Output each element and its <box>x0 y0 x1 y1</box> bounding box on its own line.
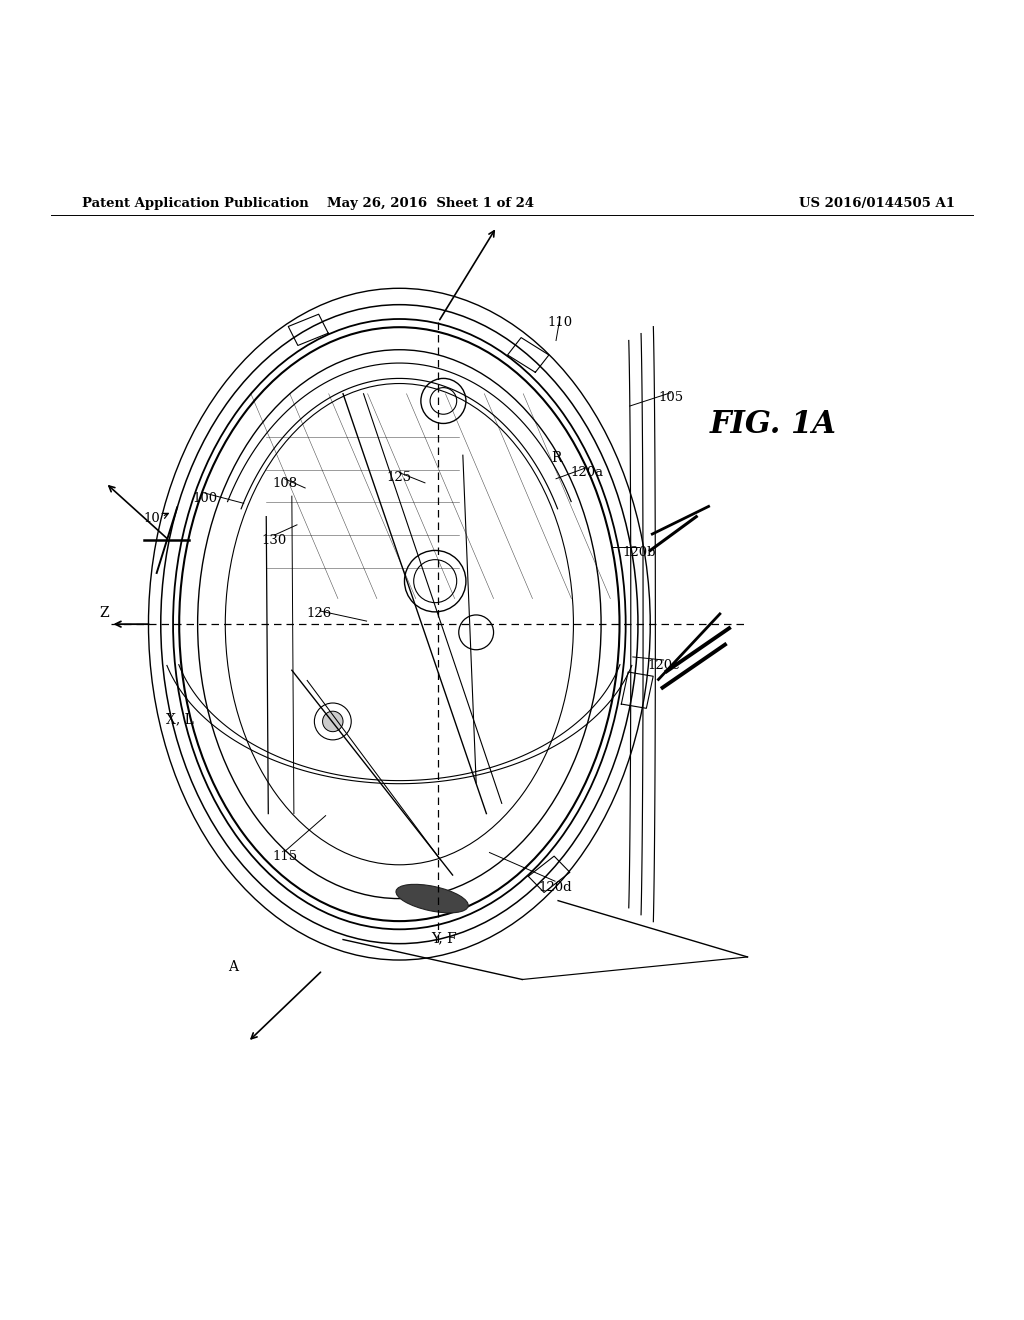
Text: Z: Z <box>99 606 110 620</box>
Ellipse shape <box>396 884 468 913</box>
Text: Patent Application Publication: Patent Application Publication <box>82 197 308 210</box>
Text: Y, F: Y, F <box>431 932 458 945</box>
Circle shape <box>323 711 343 731</box>
Text: FIG. 1A: FIG. 1A <box>710 409 837 440</box>
Text: 110: 110 <box>548 315 572 329</box>
Text: 105: 105 <box>658 391 683 404</box>
Text: 130: 130 <box>262 533 287 546</box>
Text: 108: 108 <box>272 478 297 490</box>
Text: R: R <box>551 451 561 465</box>
Text: 120c: 120c <box>647 659 680 672</box>
Text: X, L: X, L <box>166 713 195 726</box>
Text: 125: 125 <box>387 471 412 484</box>
Text: 126: 126 <box>307 607 332 620</box>
Text: 120a: 120a <box>570 466 603 479</box>
Text: US 2016/0144505 A1: US 2016/0144505 A1 <box>799 197 954 210</box>
Text: 10: 10 <box>143 512 160 525</box>
Text: May 26, 2016  Sheet 1 of 24: May 26, 2016 Sheet 1 of 24 <box>327 197 534 210</box>
Text: A: A <box>228 960 239 974</box>
Text: 120b: 120b <box>623 546 655 558</box>
Text: 115: 115 <box>272 850 297 863</box>
Text: 100: 100 <box>193 492 217 504</box>
Text: 120d: 120d <box>539 880 571 894</box>
